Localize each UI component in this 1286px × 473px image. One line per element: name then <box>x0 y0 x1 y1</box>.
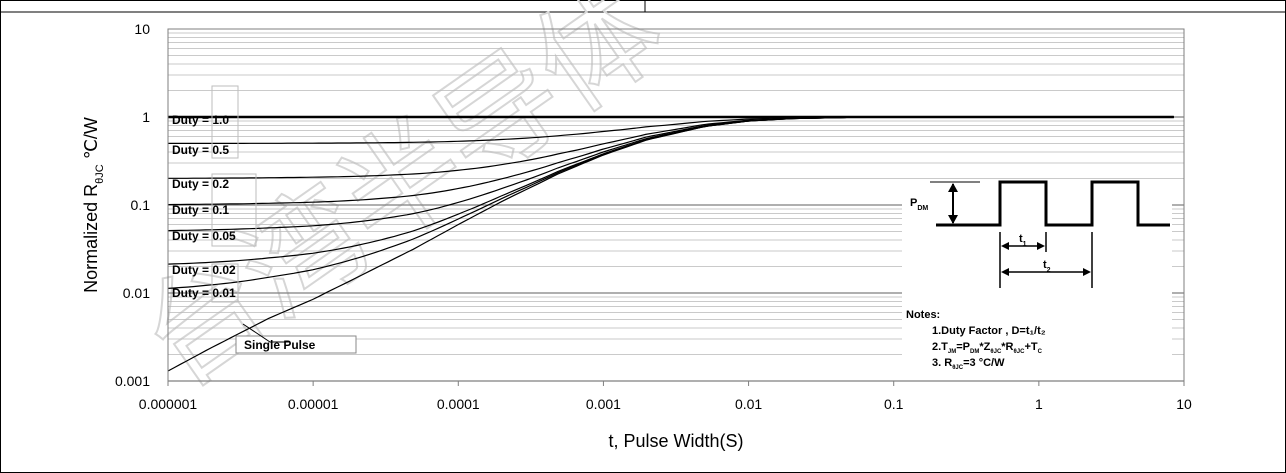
y-axis-title-unit: ℃/W <box>81 117 101 164</box>
y-axis-title: Normalized RθJC ℃/W <box>81 117 106 293</box>
y-axis-title-main: Normalized R <box>81 184 101 293</box>
label-box <box>235 335 357 354</box>
x-tick-label: 0.0001 <box>437 396 480 412</box>
note-2: 2.TJM=PDM*ZθJC*RθJC+TC <box>932 341 1043 355</box>
x-tick-label: 0.001 <box>586 396 621 412</box>
t1-label: t1 <box>1019 233 1027 248</box>
single-pulse-pointer <box>242 323 290 343</box>
series-label: Duty = 0.02 <box>172 263 236 277</box>
x-tick-label: 0.1 <box>884 396 904 412</box>
y-tick-label: 0.1 <box>131 197 151 213</box>
notes-title: Notes: <box>906 309 940 321</box>
y-tick-label: 1 <box>142 109 150 125</box>
t2-arrow-left-icon <box>1001 268 1009 276</box>
y-tick-label: 0.001 <box>115 373 150 389</box>
series-label: Duty = 1.0 <box>172 113 229 127</box>
inset-pulse-diagram: PDM t1 t2 Notes: 1.Duty Factor , D=t₁/t₂… <box>902 180 1172 375</box>
series-curves <box>167 115 1174 372</box>
series-label: Duty = 0.1 <box>172 203 229 217</box>
svg-text:Normalized RθJC ℃/W: Normalized RθJC ℃/W <box>81 117 106 293</box>
label-box <box>211 85 239 159</box>
x-tick-label: 0.01 <box>735 396 762 412</box>
x-tick-label: 10 <box>1176 396 1192 412</box>
note-1: 1.Duty Factor , D=t₁/t₂ <box>932 325 1046 337</box>
pdm-arrow-down-icon <box>948 215 958 224</box>
series-label: Duty = 0.2 <box>172 177 229 191</box>
pulse-waveform <box>936 180 1170 227</box>
x-tick-labels: 0.000001 0.00001 0.0001 0.001 0.01 0.1 1 10 <box>139 381 1192 412</box>
label-box <box>211 263 239 303</box>
plot-area-border <box>167 28 1185 382</box>
series-label: Duty = 0.5 <box>172 143 229 157</box>
pdm-arrow-up-icon <box>948 183 958 192</box>
t1-arrow-left-icon <box>1001 242 1009 250</box>
x-axis-title: t, Pulse Width(S) <box>608 431 743 451</box>
t2-arrow-right-icon <box>1083 268 1091 276</box>
note-3: 3. RθJC=3 °C/W <box>932 357 1005 371</box>
x-tick-label: 1 <box>1035 396 1043 412</box>
series-label: Single Pulse <box>244 338 316 352</box>
series-label: Duty = 0.01 <box>172 286 236 300</box>
y-axis-title-sub: θJC <box>94 164 106 184</box>
series-label: Duty = 0.05 <box>172 229 236 243</box>
y-tick-labels: 0.001 0.01 0.1 1 10 <box>115 21 150 389</box>
series-line <box>167 116 1174 372</box>
t1-arrow-right-icon <box>1037 242 1045 250</box>
x-tick-label: 0.00001 <box>288 396 339 412</box>
y-tick-label: 10 <box>134 21 150 37</box>
x-tick-label: 0.000001 <box>139 396 198 412</box>
t2-label: t2 <box>1043 259 1051 274</box>
duty-labels: Duty = 1.0 Duty = 0.5 Duty = 0.2 Duty = 0.1… <box>172 85 357 354</box>
label-box <box>211 173 257 247</box>
y-tick-label: 0.01 <box>123 285 150 301</box>
pdm-label: PDM <box>910 197 928 212</box>
